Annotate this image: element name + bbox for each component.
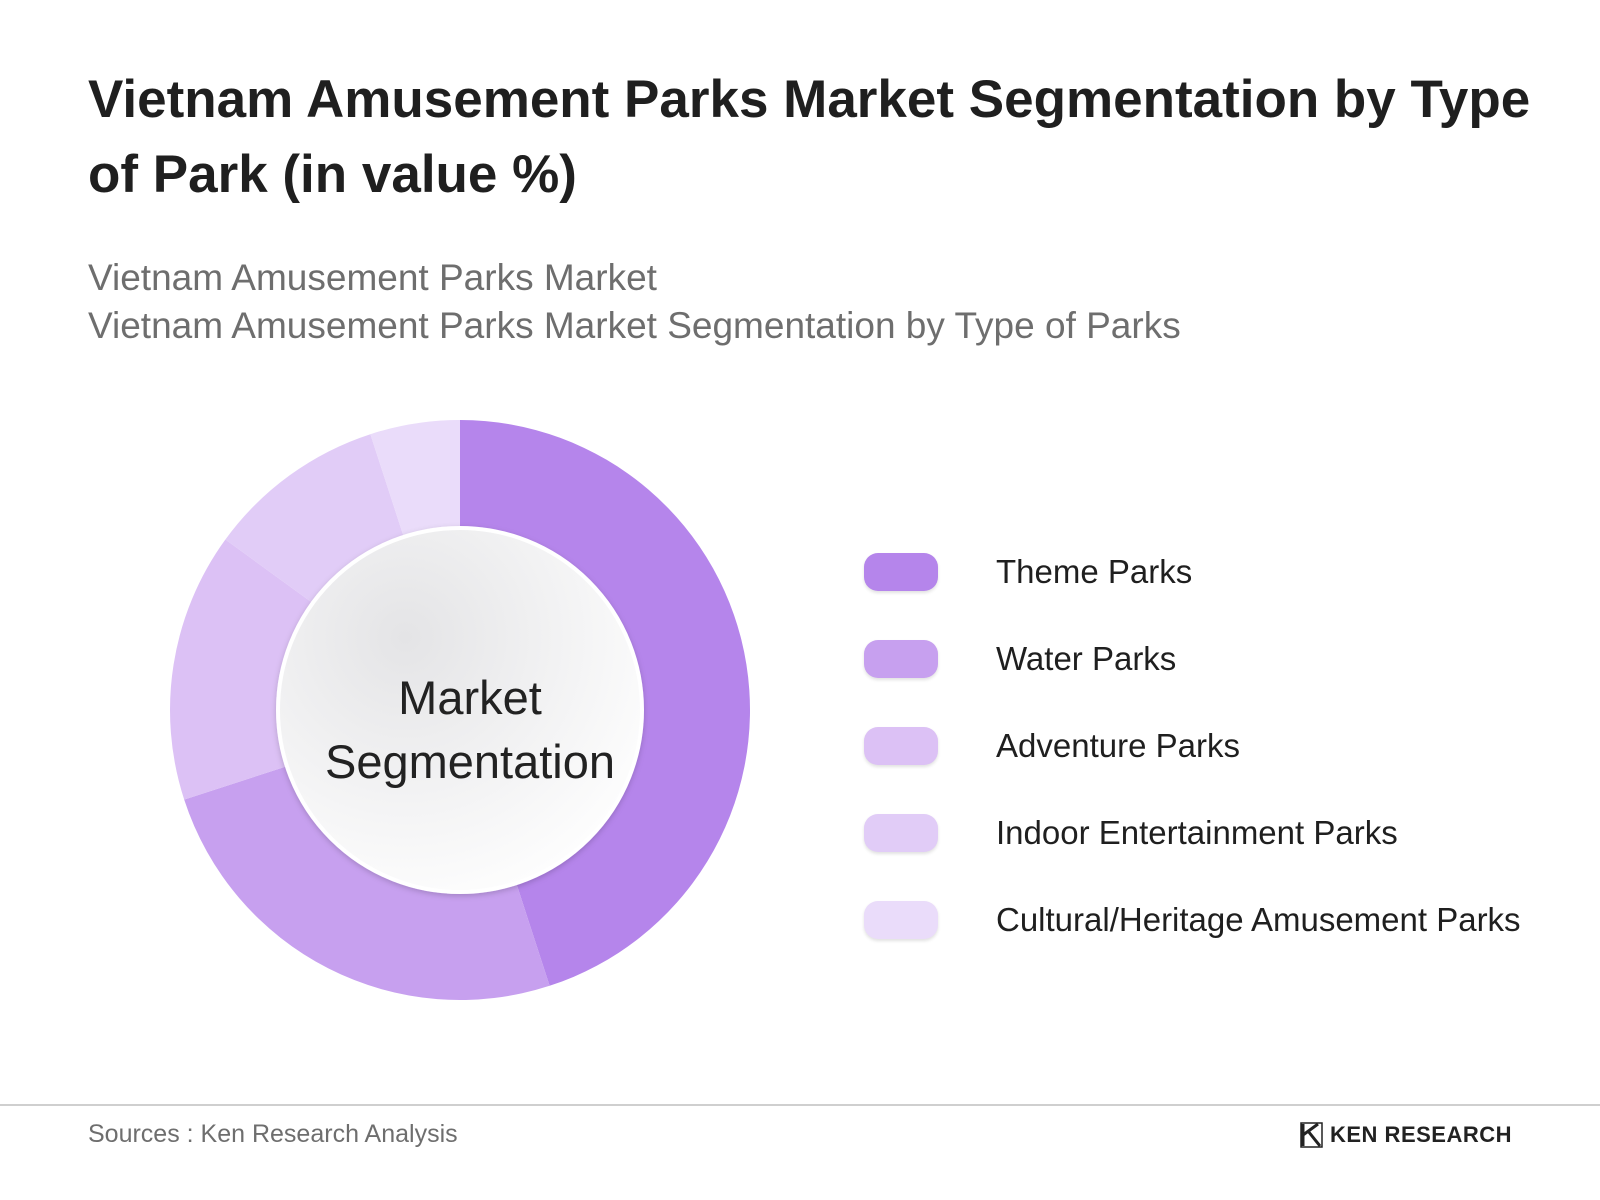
brand-logo: KEN RESEARCH (1300, 1122, 1512, 1148)
legend-item-adventure-parks: Adventure Parks (864, 702, 1584, 789)
source-note: Sources : Ken Research Analysis (88, 1120, 458, 1148)
legend: Theme Parks Water Parks Adventure Parks … (864, 528, 1584, 963)
subtitle: Vietnam Amusement Parks Market Vietnam A… (88, 254, 1488, 350)
legend-item-theme-parks: Theme Parks (864, 528, 1584, 615)
donut-center (276, 526, 644, 894)
legend-swatch (864, 552, 938, 591)
legend-swatch (864, 639, 938, 678)
subtitle-line-2: Vietnam Amusement Parks Market Segmentat… (88, 305, 1181, 346)
legend-item-indoor-entertainment-parks: Indoor Entertainment Parks (864, 789, 1584, 876)
legend-swatch (864, 726, 938, 765)
legend-label: Cultural/Heritage Amusement Parks (996, 900, 1521, 938)
donut-chart (170, 420, 750, 1000)
legend-item-cultural-heritage-parks: Cultural/Heritage Amusement Parks (864, 876, 1584, 963)
chart-title: Vietnam Amusement Parks Market Segmentat… (88, 70, 1531, 204)
legend-label: Water Parks (996, 639, 1177, 677)
legend-item-water-parks: Water Parks (864, 615, 1584, 702)
legend-swatch (864, 900, 938, 939)
donut-slice-water-parks (184, 753, 550, 1000)
footer-divider (0, 1104, 1600, 1106)
brand-name: KEN RESEARCH (1330, 1122, 1513, 1147)
legend-label: Theme Parks (996, 552, 1193, 590)
subtitle-line-1: Vietnam Amusement Parks Market (88, 257, 657, 298)
legend-swatch (864, 813, 938, 852)
legend-label: Adventure Parks (996, 726, 1240, 764)
ken-research-logo-icon (1300, 1122, 1323, 1148)
legend-label: Indoor Entertainment Parks (996, 813, 1398, 851)
